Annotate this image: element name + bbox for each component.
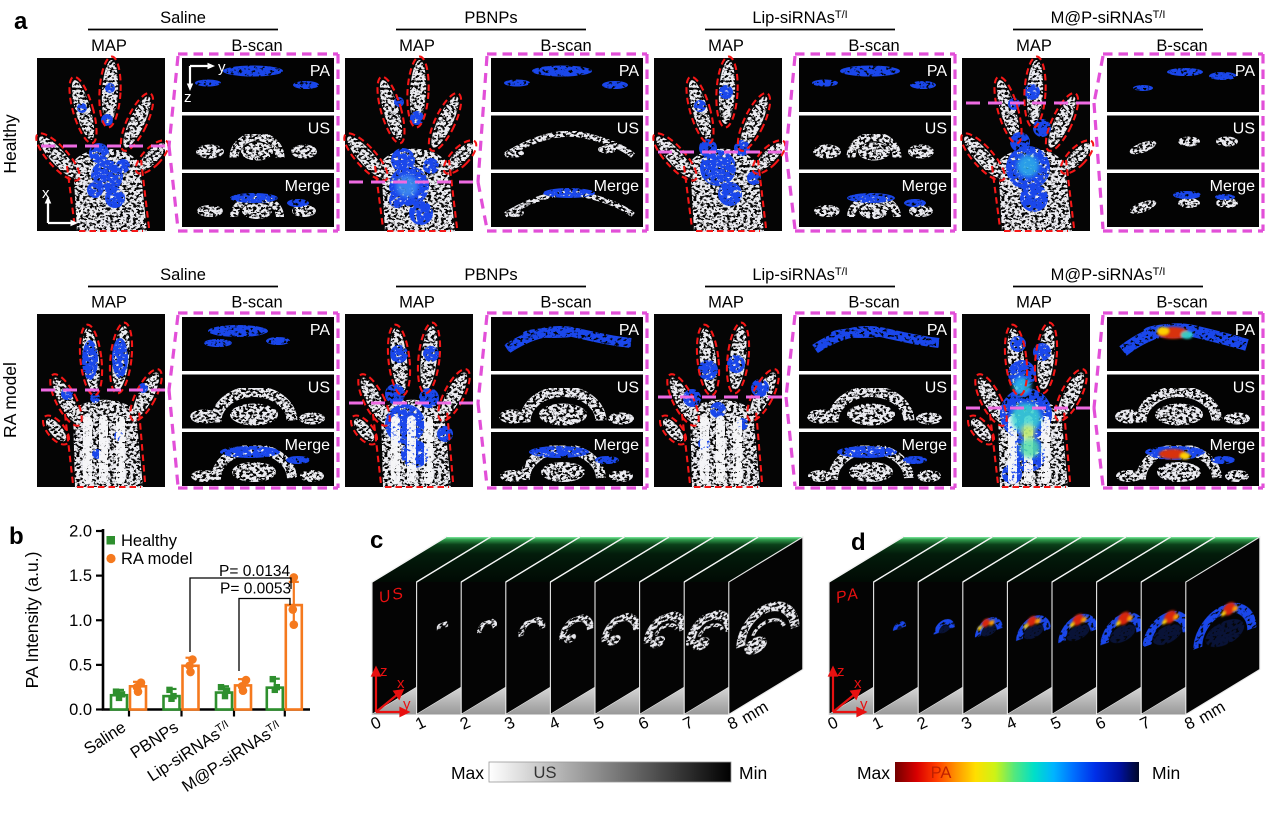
svg-text:Merge: Merge (902, 178, 947, 195)
svg-text:Saline: Saline (160, 266, 206, 284)
svg-text:US: US (1233, 380, 1255, 397)
svg-text:MAP: MAP (399, 37, 435, 55)
svg-text:US: US (925, 121, 947, 138)
svg-text:US: US (534, 764, 557, 782)
svg-text:x: x (42, 185, 50, 202)
svg-text:Lip-siRNAsT/I: Lip-siRNAsT/I (752, 266, 847, 284)
svg-text:Merge: Merge (902, 437, 947, 454)
svg-text:US: US (1233, 121, 1255, 138)
svg-text:Max: Max (451, 763, 484, 783)
svg-text:PA: PA (310, 322, 330, 339)
svg-text:z: z (184, 89, 192, 106)
svg-text:x: x (854, 675, 862, 692)
svg-text:y: y (403, 696, 411, 713)
svg-text:US: US (308, 380, 330, 397)
svg-text:PA: PA (1235, 322, 1255, 339)
svg-text:PA Intensity (a.u.): PA Intensity (a.u.) (22, 552, 42, 689)
svg-text:US: US (617, 380, 639, 397)
svg-text:M@P-siRNAsT/I: M@P-siRNAsT/I (1051, 9, 1166, 27)
svg-text:MAP: MAP (1016, 37, 1052, 55)
svg-text:Merge: Merge (1210, 178, 1255, 195)
svg-text:P= 0.0053: P= 0.0053 (220, 581, 291, 598)
svg-text:PA: PA (619, 322, 639, 339)
svg-text:Merge: Merge (285, 178, 330, 195)
svg-text:PA: PA (834, 585, 861, 607)
svg-text:z: z (380, 663, 388, 680)
svg-text:Lip-siRNAsT/I: Lip-siRNAsT/I (752, 9, 847, 27)
svg-text:PA: PA (927, 63, 947, 80)
svg-text:Merge: Merge (1210, 437, 1255, 454)
svg-text:PBNPs: PBNPs (464, 266, 517, 284)
svg-text:0.5: 0.5 (69, 656, 92, 674)
svg-text:Healthy: Healthy (121, 532, 178, 550)
svg-text:US: US (377, 585, 406, 607)
svg-text:B-scan: B-scan (540, 294, 591, 312)
svg-text:MAP: MAP (708, 37, 744, 55)
svg-text:Healthy: Healthy (0, 114, 20, 174)
svg-text:Merge: Merge (285, 437, 330, 454)
svg-text:y: y (218, 59, 226, 76)
svg-text:y: y (76, 203, 84, 220)
svg-text:x: x (397, 675, 405, 692)
svg-text:MAP: MAP (1016, 294, 1052, 312)
svg-text:B-scan: B-scan (231, 294, 282, 312)
svg-text:Max: Max (857, 763, 890, 783)
svg-text:B-scan: B-scan (848, 37, 899, 55)
svg-text:P= 0.0134: P= 0.0134 (219, 563, 290, 580)
svg-text:Merge: Merge (594, 178, 639, 195)
svg-text:B-scan: B-scan (1156, 37, 1207, 55)
svg-text:PA: PA (310, 63, 330, 80)
svg-text:2.0: 2.0 (69, 523, 92, 541)
svg-text:PA: PA (927, 322, 947, 339)
svg-text:a: a (14, 8, 28, 35)
svg-text:PA: PA (619, 63, 639, 80)
svg-text:RA model: RA model (0, 362, 20, 438)
svg-text:US: US (308, 121, 330, 138)
svg-text:MAP: MAP (399, 294, 435, 312)
svg-text:Saline: Saline (160, 9, 206, 27)
svg-text:PA: PA (1235, 63, 1255, 80)
svg-text:0.0: 0.0 (69, 701, 92, 719)
svg-text:US: US (925, 380, 947, 397)
svg-text:PBNPs: PBNPs (464, 9, 517, 27)
svg-text:Min: Min (739, 763, 767, 783)
svg-text:B-scan: B-scan (848, 294, 899, 312)
svg-text:b: b (9, 523, 24, 550)
svg-text:RA model: RA model (121, 550, 193, 568)
svg-text:MAP: MAP (708, 294, 744, 312)
svg-text:d: d (851, 529, 866, 556)
svg-text:US: US (617, 121, 639, 138)
svg-text:MAP: MAP (91, 37, 127, 55)
svg-text:B-scan: B-scan (231, 37, 282, 55)
svg-text:y: y (860, 696, 868, 713)
svg-text:1.0: 1.0 (69, 612, 92, 630)
svg-text:c: c (370, 527, 383, 554)
svg-text:B-scan: B-scan (1156, 294, 1207, 312)
svg-text:Merge: Merge (594, 437, 639, 454)
svg-text:1.5: 1.5 (69, 567, 92, 585)
svg-text:z: z (837, 663, 845, 680)
svg-text:PA: PA (931, 764, 952, 782)
svg-text:M@P-siRNAsT/I: M@P-siRNAsT/I (1051, 266, 1166, 284)
svg-text:B-scan: B-scan (540, 37, 591, 55)
svg-text:MAP: MAP (91, 294, 127, 312)
svg-text:Min: Min (1152, 763, 1180, 783)
